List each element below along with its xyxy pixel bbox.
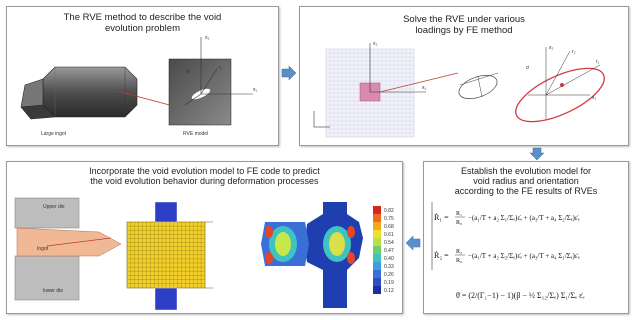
svg-text:Ṙ₂ =: Ṙ₂ = bbox=[434, 251, 449, 260]
rve-illustration: x₂ x₁ r₁ θ Large ingot RVE model bbox=[20, 35, 258, 137]
svg-text:r₁: r₁ bbox=[219, 65, 223, 71]
legend-value: 0.26 bbox=[384, 272, 394, 278]
incorporate-panel: Incorporate the void evolution model to … bbox=[6, 161, 403, 314]
svg-text:x₂: x₂ bbox=[549, 45, 554, 51]
svg-text:x₁: x₁ bbox=[592, 95, 597, 101]
rve-panel-title: The RVE method to describe the void evol… bbox=[63, 12, 222, 34]
svg-text:θ: θ bbox=[187, 69, 190, 75]
incorporate-panel-title: Incorporate the void evolution model to … bbox=[89, 166, 320, 186]
legend-value: 0.47 bbox=[384, 248, 394, 254]
lower-die-label: lower die bbox=[43, 288, 63, 294]
svg-text:R₀: R₀ bbox=[456, 220, 462, 226]
svg-text:R₀: R₀ bbox=[456, 258, 462, 264]
svg-text:x₂: x₂ bbox=[205, 35, 210, 41]
fe-solve-panel: Solve the RVE under various loadings by … bbox=[299, 6, 629, 146]
legend-value: 0.12 bbox=[384, 288, 394, 294]
svg-text:x₂: x₂ bbox=[373, 41, 378, 47]
svg-text:x₁: x₁ bbox=[253, 87, 258, 93]
svg-text:x₁: x₁ bbox=[422, 85, 427, 91]
ingot-label: Large ingot bbox=[41, 131, 67, 137]
deformed-void-sketch bbox=[458, 72, 499, 99]
flow-arrow-left-icon bbox=[405, 235, 421, 251]
svg-text:r₂: r₂ bbox=[572, 49, 576, 55]
legend-value: 0.54 bbox=[384, 240, 394, 246]
ingot-process-label: Ingot bbox=[37, 246, 49, 252]
svg-text:r₁: r₁ bbox=[596, 59, 600, 65]
svg-text:R₁: R₁ bbox=[456, 211, 462, 217]
legend-value: 0.40 bbox=[384, 256, 394, 262]
evolution-equations: Ṙ₁ = R₁ R₀ −(a₁/T + a₂ Σ₁/Σₑ)ε̇ₑ + (a₃/T… bbox=[431, 202, 585, 300]
rve-cube bbox=[168, 58, 232, 126]
svg-text:θ̇ = (2/(Γ₁−1) − 1)(β − ½ Σ₁₂/: θ̇ = (2/(Γ₁−1) − 1)(β − ½ Σ₁₂/Σₑ) Σ₁/Σₑ … bbox=[456, 291, 585, 300]
legend-value: 0.68 bbox=[384, 224, 394, 230]
legend-value: 0.33 bbox=[384, 264, 394, 270]
zoom-line bbox=[116, 90, 178, 108]
svg-text:Ṙ₁ =: Ṙ₁ = bbox=[434, 213, 449, 222]
equation-r2: Ṙ₂ = R₂ R₀ −(a₁/T + a₂ Σ₂/Σₑ)ε̇ₑ + (a₃/T… bbox=[434, 249, 580, 264]
equation-r1: Ṙ₁ = R₁ R₀ −(a₁/T + a₂ Σ₁/Σₑ)ε̇ₑ + (a₃/T… bbox=[434, 211, 580, 226]
model-panel-title: Establish the evolution model for void r… bbox=[454, 166, 598, 196]
svg-text:−(a₁/T + a₂ Σ₁/Σₑ)ε̇ₑ + (a₃/T: −(a₁/T + a₂ Σ₁/Σₑ)ε̇ₑ + (a₃/T + a₄ Σ₂/Σₑ… bbox=[468, 214, 580, 222]
forging-dies: Upper die lower die Ingot bbox=[14, 197, 122, 301]
forging-illustration: Upper die lower die Ingot bbox=[14, 197, 394, 311]
flow-arrow-down-icon bbox=[529, 147, 545, 161]
legend-value: 0.75 bbox=[384, 216, 394, 222]
color-legend: 0.82 0.75 0.68 0.61 0.54 0.47 0.40 0.33 0.26 0.19… bbox=[373, 206, 394, 294]
rve-method-panel: The RVE method to describe the void evol… bbox=[6, 6, 279, 146]
contour-plot bbox=[261, 202, 363, 308]
evolution-model-panel: Establish the evolution model for void r… bbox=[423, 161, 629, 314]
svg-text:R₂: R₂ bbox=[456, 249, 462, 255]
svg-text:σ: σ bbox=[526, 65, 530, 71]
legend-value: 0.82 bbox=[384, 208, 394, 214]
fe-mesh-model bbox=[126, 201, 213, 311]
rve-model-label: RVE model bbox=[183, 131, 208, 137]
rve-axes bbox=[184, 37, 253, 106]
upper-die-label: Upper die bbox=[43, 204, 65, 210]
ingot-shape bbox=[20, 66, 138, 120]
fe-panel-title: Solve the RVE under various loadings by … bbox=[403, 14, 525, 36]
void-ellipse bbox=[515, 47, 605, 123]
legend-value: 0.61 bbox=[384, 232, 394, 238]
svg-text:−(a₁/T + a₂ Σ₂/Σₑ)ε̇ₑ + (a₃/T: −(a₁/T + a₂ Σ₂/Σₑ)ε̇ₑ + (a₃/T + a₄ Σ₁/Σₑ… bbox=[468, 252, 580, 260]
equation-theta: θ̇ = (2/(Γ₁−1) − 1)(β − ½ Σ₁₂/Σₑ) Σ₁/Σₑ … bbox=[456, 291, 585, 300]
legend-value: 0.19 bbox=[384, 280, 394, 286]
flow-arrow-right-icon bbox=[281, 65, 297, 81]
fe-illustration: x₂ x₁ x₂ r₁ r₂ x₁ σ bbox=[313, 41, 605, 138]
